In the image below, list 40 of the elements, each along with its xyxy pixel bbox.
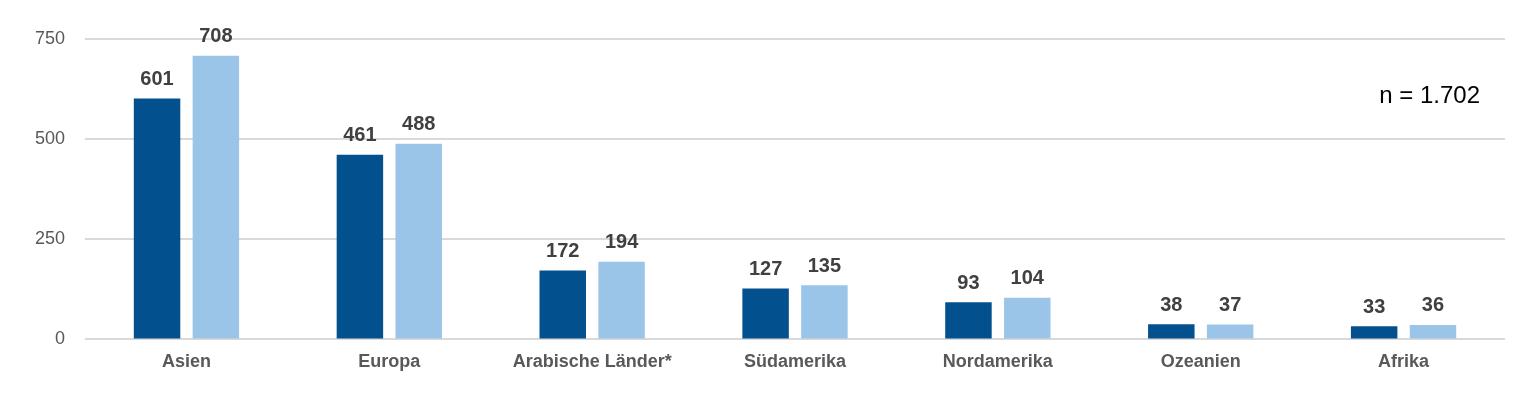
- bar: [1206, 324, 1254, 339]
- data-label: 708: [199, 24, 233, 47]
- x-tick-label: Europa: [358, 351, 422, 372]
- data-label: 461: [343, 123, 377, 146]
- y-tick-label: 500: [34, 127, 66, 148]
- bar: [598, 261, 645, 339]
- x-tick-label: Nordamerika: [942, 351, 1054, 372]
- data-label: 37: [1219, 293, 1242, 316]
- data-label: 135: [807, 253, 842, 276]
- x-tick-label: Arabische Länder*: [512, 351, 672, 372]
- bar: [192, 55, 240, 339]
- bar: [133, 98, 181, 339]
- bar: [742, 288, 789, 339]
- x-tick-label: Afrika: [1378, 351, 1431, 372]
- y-tick-label: 0: [55, 328, 66, 349]
- bar: [395, 143, 442, 339]
- bar: [1350, 326, 1398, 339]
- data-label: 194: [604, 230, 640, 253]
- data-label: 33: [1363, 294, 1386, 317]
- x-tick-label: Ozeanien: [1160, 351, 1241, 372]
- data-label: 104: [1010, 266, 1045, 289]
- y-tick-label: 750: [34, 27, 66, 48]
- data-label: 127: [748, 257, 783, 280]
- data-label: 488: [402, 112, 436, 135]
- data-label: 601: [140, 67, 174, 90]
- x-tick-label: Südamerika: [743, 351, 848, 372]
- x-tick-label: Asien: [161, 351, 211, 372]
- bar: [801, 285, 848, 339]
- data-label: 172: [546, 238, 580, 261]
- data-label: 93: [957, 270, 980, 293]
- bar: [1148, 324, 1195, 339]
- bar: [336, 154, 384, 339]
- y-tick-label: 250: [34, 228, 66, 249]
- data-label: 38: [1160, 292, 1183, 315]
- bar: [1409, 324, 1457, 339]
- annotation: n = 1.702: [1379, 81, 1480, 109]
- bar: [945, 302, 992, 339]
- bar: [1004, 297, 1051, 339]
- data-label: 36: [1421, 293, 1445, 316]
- bar: [539, 270, 586, 339]
